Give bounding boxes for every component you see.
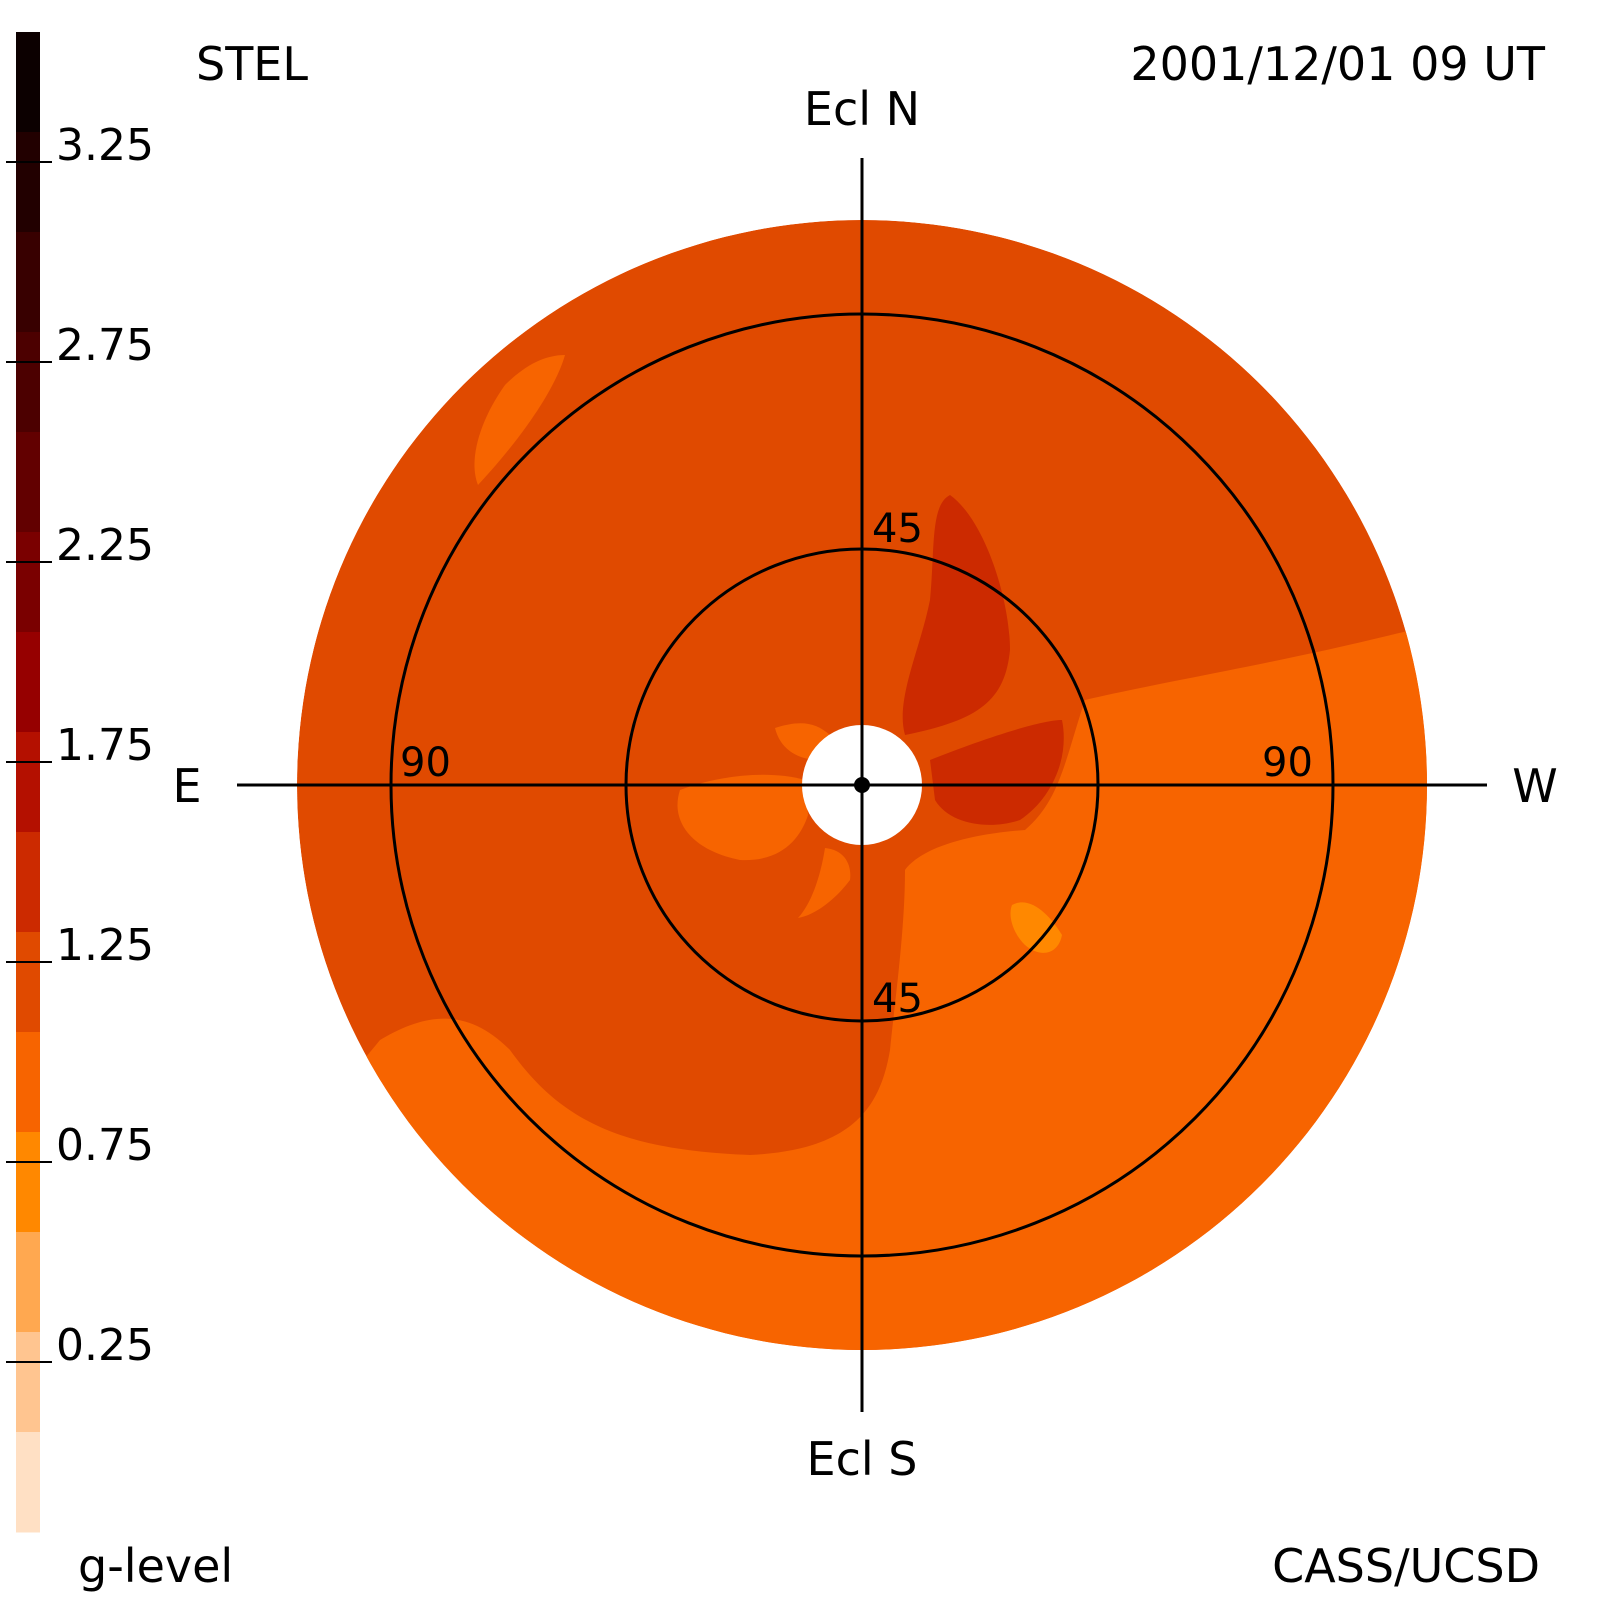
- min-spot: [1010, 902, 1062, 953]
- colorbar-band: [16, 732, 40, 833]
- direction-east-label: E: [172, 759, 201, 813]
- credit-label: CASS/UCSD: [1272, 1539, 1540, 1593]
- low-region-south-spur: [798, 848, 851, 918]
- colorbar-band: [16, 1032, 40, 1133]
- colorbar-tick-label: 1.25: [56, 920, 154, 971]
- colorbar-tick-label: 3.25: [56, 120, 154, 171]
- colorbar-band: [16, 932, 40, 1033]
- colorbar-tick-label: 2.75: [56, 320, 154, 371]
- ring-90-label-east: 90: [400, 740, 451, 786]
- quantity-label: g-level: [78, 1539, 233, 1593]
- low-region-east-lobe: [677, 774, 808, 861]
- colorbar-band: [16, 1232, 40, 1333]
- colorbar-band: [16, 432, 40, 533]
- colorbar-band: [16, 1432, 40, 1533]
- low-region-northeast: [474, 355, 565, 485]
- colorbar-band: [16, 632, 40, 733]
- direction-west-label: W: [1512, 759, 1557, 813]
- colorbar-tick-label: 1.75: [56, 720, 154, 771]
- colorbar-band: [16, 532, 40, 633]
- colorbar-band: [16, 1132, 40, 1233]
- colorbar-band: [16, 32, 40, 133]
- direction-north-label: Ecl N: [804, 82, 920, 136]
- colorbar-band: [16, 132, 40, 233]
- ring-45-label-top: 45: [872, 506, 923, 552]
- ring-45-label-bottom: 45: [872, 976, 923, 1022]
- colorbar-band: [16, 232, 40, 333]
- instrument-label: STEL: [196, 37, 308, 91]
- direction-south-label: Ecl S: [807, 1432, 918, 1486]
- colorbar-tick-label: 0.75: [56, 1120, 154, 1171]
- colorbar-band: [16, 832, 40, 933]
- datetime-label: 2001/12/01 09 UT: [1130, 37, 1546, 91]
- colorbar-band: [16, 1332, 40, 1433]
- ring-90-label-west: 90: [1262, 740, 1313, 786]
- colorbar-band: [16, 332, 40, 433]
- colorbar-ticks: 3.25 2.75 2.25 1.75 1.25 0.75 0.25: [6, 120, 154, 1371]
- low-region-south: [300, 620, 1427, 1350]
- high-region-northwest: [902, 495, 1010, 735]
- colorbar: [16, 32, 40, 1533]
- sun-center-dot: [854, 777, 870, 793]
- colorbar-tick-label: 0.25: [56, 1320, 154, 1371]
- colorbar-tick-label: 2.25: [56, 520, 154, 571]
- high-region-west: [930, 720, 1064, 825]
